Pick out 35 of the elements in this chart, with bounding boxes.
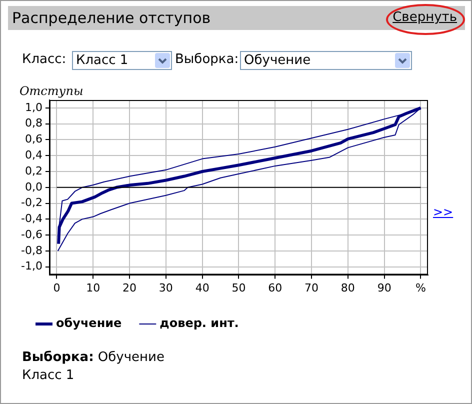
text: Класс:: [22, 52, 66, 67]
legend-label: довер. инт.: [160, 316, 239, 330]
x-tick-label: 40: [195, 281, 210, 294]
y-tick-label: 0,6: [24, 132, 42, 146]
x-tick-label: 20: [122, 281, 137, 294]
x-tick-label: 60: [268, 281, 282, 294]
x-tick-label: 0: [53, 281, 60, 294]
y-tick-label: -0,2: [20, 196, 42, 210]
x-tick-label: %: [415, 281, 426, 294]
x-tick-label: 10: [86, 281, 100, 294]
legend-label: обучение: [56, 316, 122, 330]
text: Класс 1: [22, 368, 74, 383]
chart-title: Распределение отступов: [12, 9, 211, 27]
y-tick-label: 1,0: [24, 100, 42, 114]
x-tick-label: 80: [340, 281, 355, 294]
y-tick-label: -1,0: [20, 260, 42, 273]
x-tick-label: 50: [232, 281, 246, 294]
y-tick-label: 0,2: [24, 164, 42, 178]
text: >>: [433, 205, 454, 219]
y-axis-title: Отступы: [19, 84, 84, 98]
text: Класс 1: [76, 53, 128, 68]
x-tick-label: 90: [377, 281, 392, 294]
text: Выборка:: [175, 52, 239, 67]
x-tick-label: 30: [158, 281, 173, 294]
text: Свернуть: [392, 10, 457, 25]
y-tick-label: -0,8: [20, 244, 42, 257]
text: Обучение: [98, 350, 164, 365]
y-tick-label: 0,4: [24, 148, 42, 162]
y-tick-label: -0,4: [20, 212, 42, 226]
y-tick-label: 0,0: [24, 180, 42, 194]
y-tick-label: 0,8: [24, 116, 42, 130]
text: Выборка:: [22, 350, 94, 365]
text: Обучение: [244, 53, 311, 68]
y-tick-label: -0,6: [20, 228, 42, 241]
x-tick-label: 70: [304, 281, 319, 294]
